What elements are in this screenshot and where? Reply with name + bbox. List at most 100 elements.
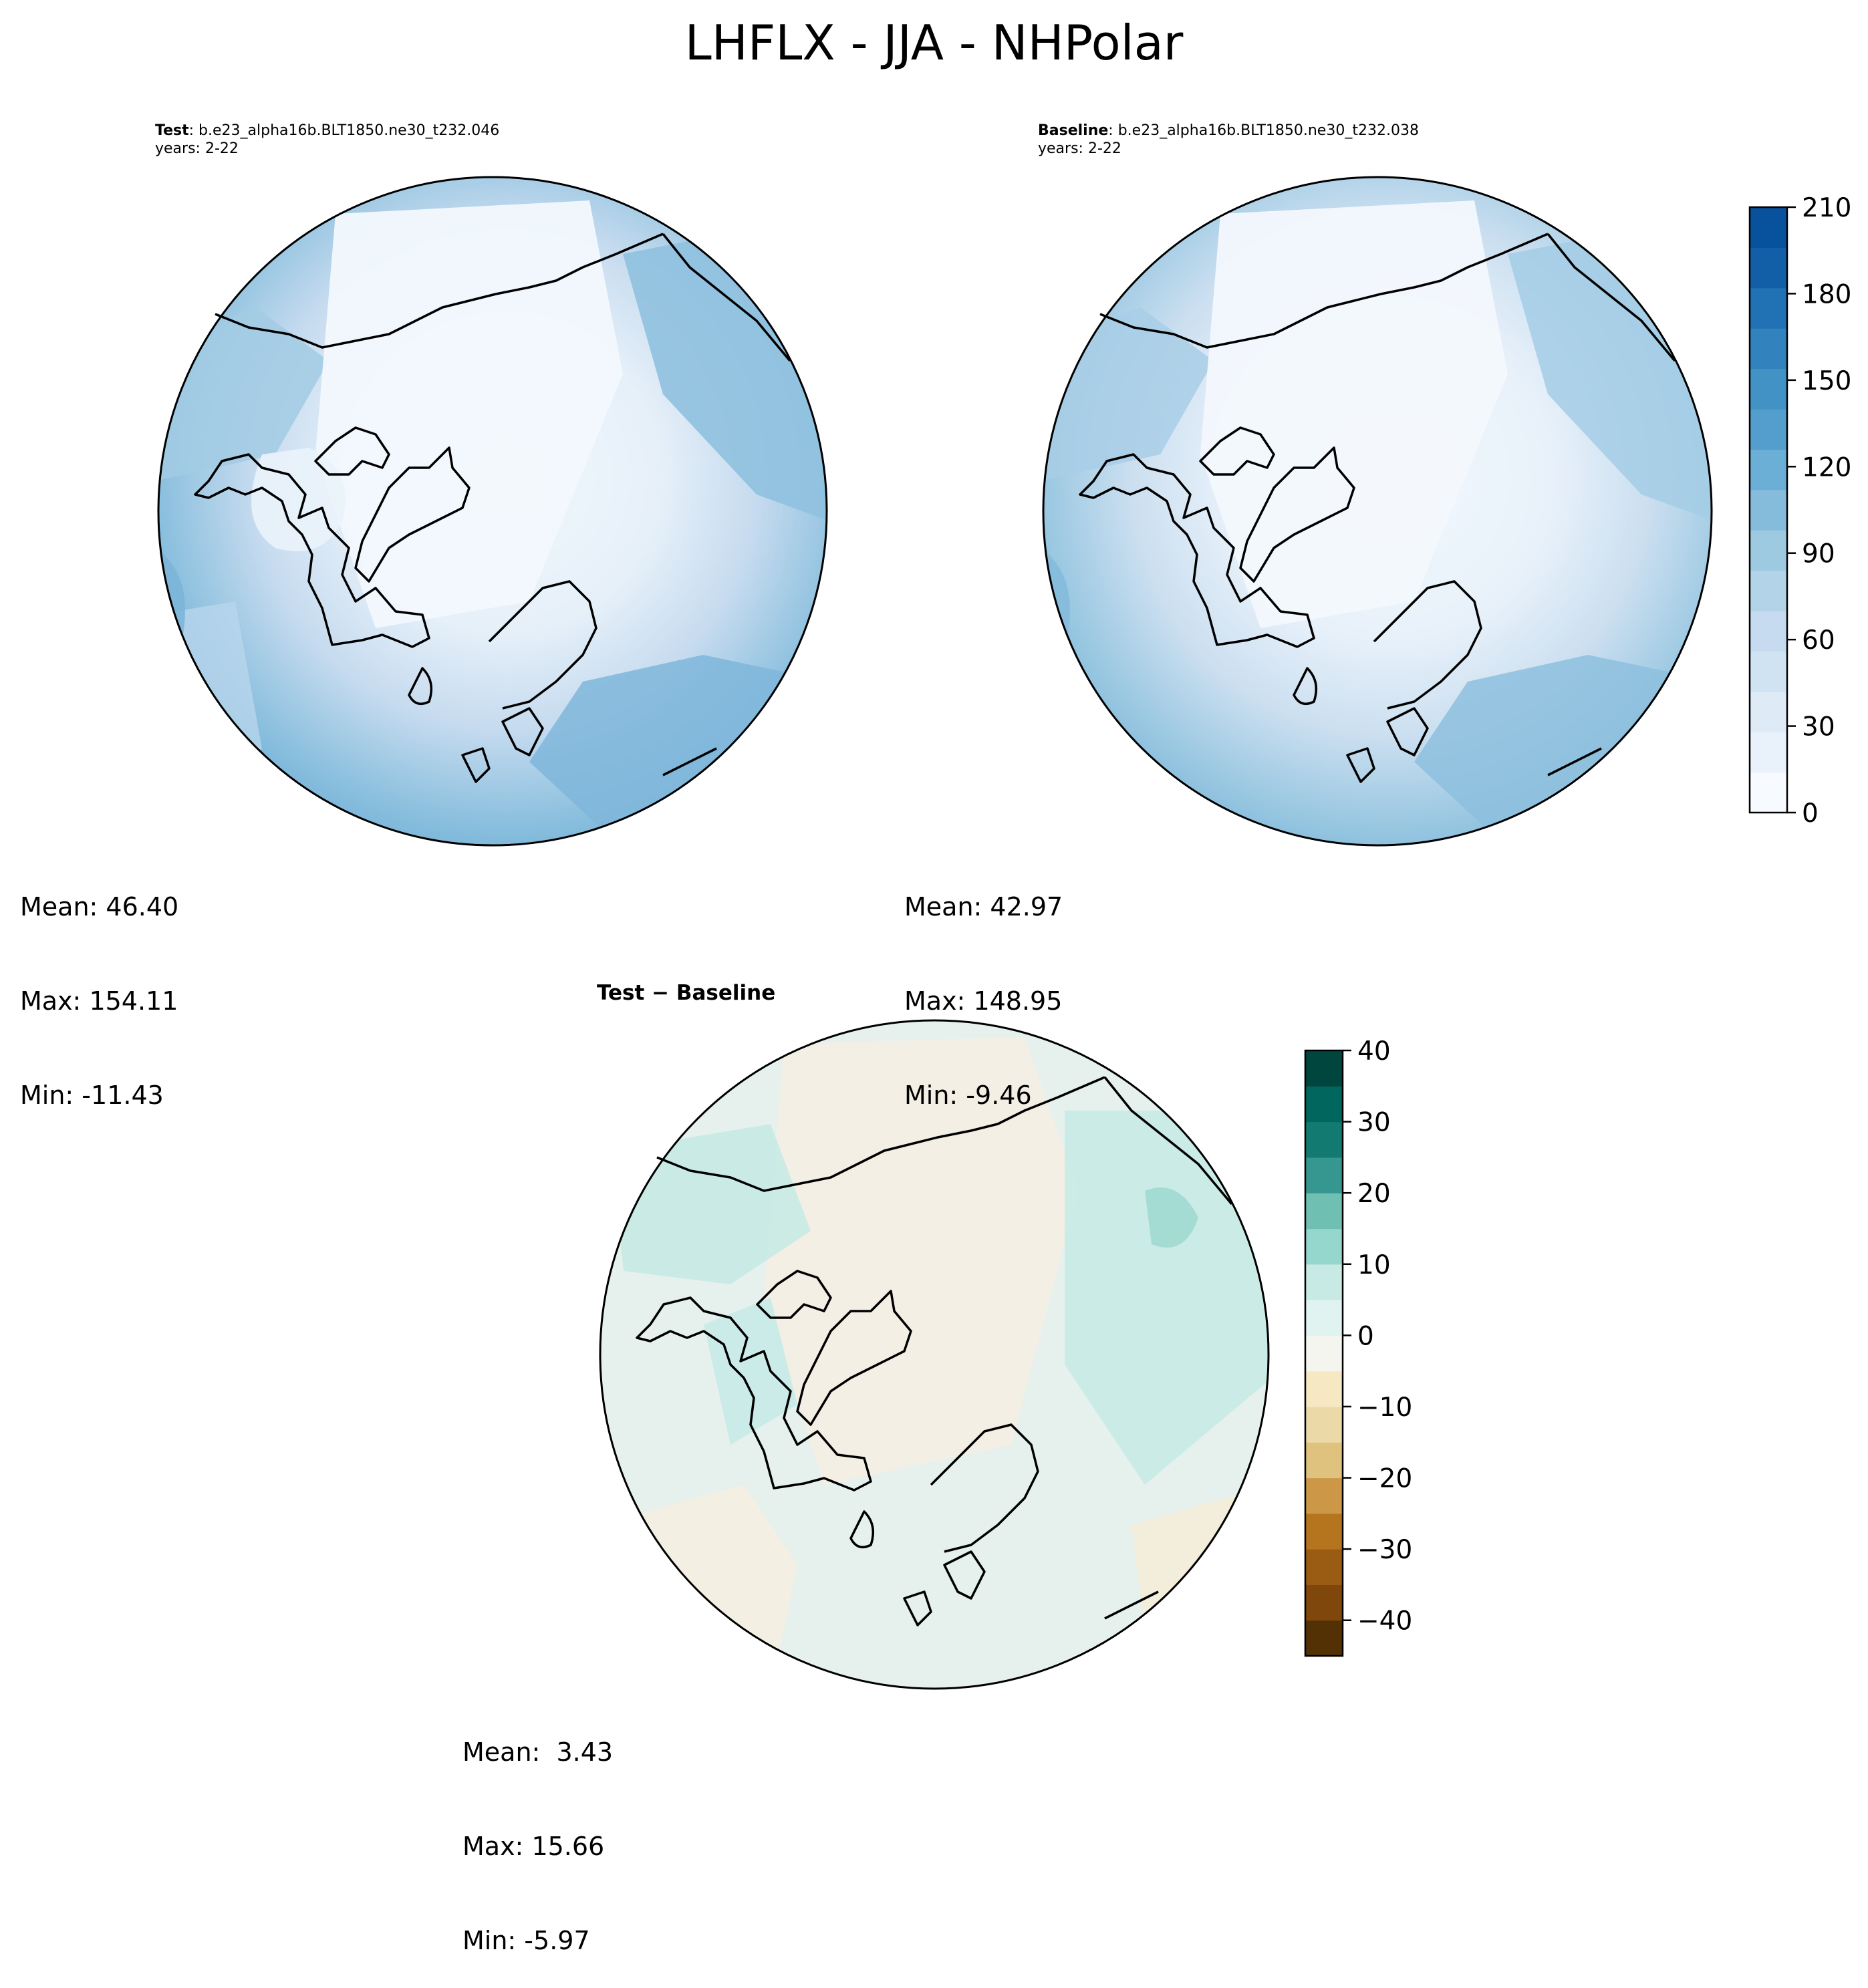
test-stats: Mean: 46.40 Max: 154.11 Min: -11.43 (20, 829, 178, 1143)
baseline-coast-north-america (1079, 453, 1315, 648)
difference-colorbar-segment (1305, 1620, 1343, 1657)
baseline-label: Baseline (1038, 122, 1109, 139)
difference-colorbar-segment (1305, 1335, 1343, 1372)
test-coast-siberia (215, 233, 664, 349)
test-stat-max: Max: 154.11 (20, 986, 178, 1016)
main-colorbar-segment (1750, 570, 1787, 611)
difference-stat-mean: Mean: 3.43 (462, 1737, 614, 1767)
main-colorbar-segment (1750, 772, 1787, 813)
baseline-stat-mean: Mean: 42.97 (904, 892, 1063, 921)
difference-colorbar-segment (1305, 1050, 1343, 1087)
baseline-panel-header: Baseline: b.e23_alpha16b.BLT1850.ne30_t2… (1038, 122, 1419, 158)
difference-colorbar: 40 30 20 10 0 −10 −20 −30 −40 (1304, 1036, 1412, 1657)
baseline-polar-map (1042, 176, 1713, 847)
test-coast-europe (662, 747, 717, 776)
difference-colorbar-segment (1305, 1300, 1343, 1336)
difference-colorbar-tick-label: 10 (1357, 1250, 1391, 1280)
baseline-coastlines (1079, 233, 1676, 783)
test-coast-arctic-islands (314, 426, 390, 476)
difference-stats: Mean: 3.43 Max: 15.66 Min: -5.97 (462, 1674, 613, 1988)
test-stat-min: Min: -11.43 (20, 1081, 164, 1110)
difference-colorbar-segment (1305, 1193, 1343, 1230)
difference-colorbar-segment (1305, 1371, 1343, 1407)
main-colorbar-tick-label: 180 (1802, 279, 1851, 309)
difference-coast-arctic-islands (756, 1270, 832, 1319)
test-coast-british-isles (461, 707, 544, 783)
main-colorbar-segment (1750, 732, 1787, 773)
test-case-name: : b.e23_alpha16b.BLT1850.ne30_t232.046 (188, 122, 500, 139)
test-years: years: 2-22 (155, 140, 239, 157)
main-colorbar-segment (1750, 207, 1787, 248)
baseline-stats: Mean: 42.97 Max: 148.95 Min: -9.46 (904, 829, 1063, 1143)
test-coast-north-america (194, 453, 430, 648)
difference-stat-max: Max: 15.66 (462, 1832, 605, 1861)
baseline-coast-chukotka (1547, 233, 1676, 362)
main-colorbar-segment (1750, 449, 1787, 490)
difference-colorbar-tick-label: 0 (1357, 1321, 1374, 1351)
difference-map-boundary (599, 1019, 1270, 1690)
difference-coastlines (636, 1076, 1233, 1626)
main-colorbar-segment (1750, 287, 1787, 329)
difference-coast-north-america (636, 1296, 872, 1492)
test-coast-scandinavia (488, 580, 597, 710)
difference-field-positive-canada (704, 1298, 797, 1445)
test-polar-map (157, 176, 828, 847)
main-colorbar-tick-label: 60 (1802, 625, 1835, 656)
difference-colorbar-segment (1305, 1513, 1343, 1550)
test-label: Test (155, 122, 189, 139)
main-colorbar-tick-label: 150 (1802, 366, 1851, 396)
difference-coast-iceland (849, 1510, 875, 1549)
main-colorbar-tick-label: 120 (1802, 452, 1851, 482)
difference-colorbar-segment (1305, 1584, 1343, 1621)
main-colorbar-segment (1750, 409, 1787, 450)
difference-colorbar-segment (1305, 1157, 1343, 1193)
baseline-coast-siberia (1099, 233, 1549, 349)
main-colorbar-frame (1748, 206, 1788, 814)
main-colorbar-tick-label: 210 (1802, 193, 1851, 223)
main-colorbar-segment (1750, 691, 1787, 732)
main-colorbar-segment (1750, 530, 1787, 571)
test-field-arctic (315, 200, 623, 628)
baseline-coast-british-isles (1346, 707, 1429, 783)
difference-colorbar-tick-label: 20 (1357, 1179, 1391, 1209)
main-colorbar-segment (1750, 247, 1787, 289)
baseline-coast-arctic-islands (1199, 426, 1275, 476)
difference-colorbar-segment (1305, 1442, 1343, 1479)
test-panel-header: Test: b.e23_alpha16b.BLT1850.ne30_t232.0… (155, 122, 499, 158)
difference-colorbar-tick-label: −30 (1357, 1535, 1412, 1565)
baseline-coast-greenland (1239, 446, 1355, 583)
difference-coast-europe (1104, 1590, 1159, 1620)
baseline-stat-max: Max: 148.95 (904, 986, 1063, 1016)
difference-colorbar-segment (1305, 1477, 1343, 1514)
baseline-stat-min: Min: -9.46 (904, 1081, 1032, 1110)
baseline-map-boundary (1042, 176, 1713, 847)
test-coast-greenland (354, 446, 471, 583)
difference-colorbar-tick-label: −20 (1357, 1464, 1412, 1494)
difference-colorbar-tick-label: −10 (1357, 1393, 1412, 1423)
main-colorbar-segment (1750, 611, 1787, 652)
main-colorbar-tick-label: 0 (1802, 799, 1819, 829)
main-colorbar-tick-label: 30 (1802, 712, 1835, 742)
difference-colorbar-tick-label: −40 (1357, 1606, 1412, 1637)
test-field-hudson (251, 448, 346, 551)
difference-field-arctic (764, 1037, 1078, 1485)
test-coast-chukotka (662, 233, 791, 362)
baseline-years: years: 2-22 (1038, 140, 1121, 157)
difference-colorbar-segment (1305, 1264, 1343, 1300)
main-colorbar-tick-label: 90 (1802, 539, 1835, 569)
difference-field-positive-pacific (1065, 1111, 1269, 1485)
difference-field-strong-positive (1145, 1187, 1198, 1248)
test-map-boundary (157, 176, 828, 847)
main-colorbar: 0 30 60 90 120 150 180 210 (1748, 193, 1851, 829)
baseline-field-arctic (1200, 200, 1508, 628)
difference-colorbar-segment (1305, 1549, 1343, 1586)
difference-coast-british-isles (903, 1550, 986, 1626)
difference-colorbar-segment (1305, 1086, 1343, 1123)
difference-stat-min: Min: -5.97 (462, 1926, 590, 1955)
test-coastlines (194, 233, 791, 783)
difference-coast-siberia (656, 1076, 1105, 1192)
test-stat-mean: Mean: 46.40 (20, 892, 179, 921)
difference-polar-map (599, 1019, 1270, 1690)
test-coast-iceland (408, 667, 433, 706)
difference-colorbar-segment (1305, 1228, 1343, 1265)
